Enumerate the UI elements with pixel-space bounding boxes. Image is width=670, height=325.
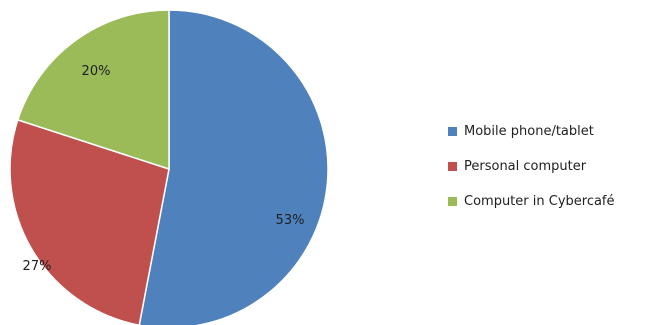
label-mobile: 53% [276, 213, 305, 228]
legend-item-mobile: Mobile phone/tablet [448, 122, 615, 140]
label-cybercafe: 20% [82, 64, 111, 79]
slice-mobile [138, 9, 329, 325]
legend-label-cybercafe: Computer in Cybercafé [464, 193, 615, 209]
slice-personal-computer [9, 118, 170, 325]
legend-label-mobile: Mobile phone/tablet [464, 123, 594, 139]
label-personal-computer: 27% [23, 259, 52, 274]
slice-cybercafe [16, 9, 170, 171]
legend-swatch-cybercafe [448, 196, 457, 206]
legend-swatch-mobile [448, 126, 457, 136]
legend-item-personal-computer: Personal computer [448, 157, 615, 175]
legend-label-personal-computer: Personal computer [464, 158, 587, 174]
legend: Mobile phone/tablet Personal computer Co… [448, 122, 615, 227]
legend-item-cybercafe: Computer in Cybercafé [448, 192, 615, 210]
legend-swatch-personal-computer [448, 161, 457, 171]
